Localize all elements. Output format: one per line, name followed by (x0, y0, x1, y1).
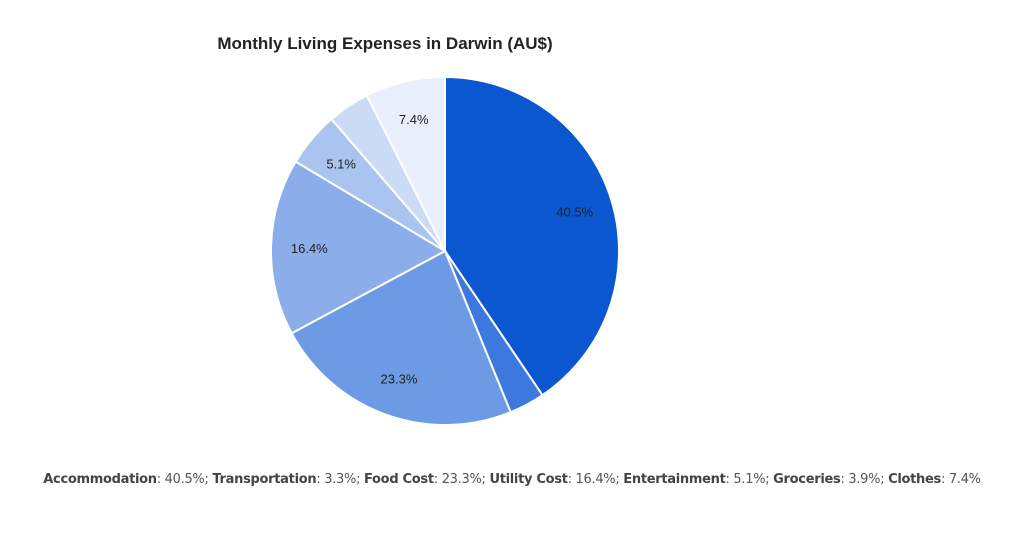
pie-slice-accommodation (444, 75, 620, 397)
caption-value: 5.1% (733, 472, 766, 487)
slice-label: 7.4% (399, 112, 429, 127)
caption-value: 40.5% (164, 472, 205, 487)
caption-value: 23.3% (441, 472, 482, 487)
chart-title: Monthly Living Expenses in Darwin (AU$) (217, 34, 552, 53)
caption-value: 3.3% (324, 472, 357, 487)
caption-label: Transportation (212, 472, 317, 487)
caption-label: Accommodation (43, 472, 157, 487)
caption-label: Groceries (773, 472, 841, 487)
caption-label: Clothes (888, 472, 941, 487)
caption-label: Utility Cost (489, 472, 568, 487)
caption-value: 7.4% (948, 472, 981, 487)
pie-slice-clothes (365, 75, 446, 252)
slice-label: 16.4% (291, 241, 328, 256)
caption-value: 16.4% (575, 472, 616, 487)
caption-value: 3.9% (848, 472, 881, 487)
caption-label: Food Cost (364, 472, 434, 487)
caption: Accommodation: 40.5%; Transportation: 3.… (43, 472, 981, 487)
caption-label: Entertainment (623, 472, 726, 487)
pie-slice-food-cost (290, 249, 512, 426)
pie-slice-utility-cost (270, 160, 448, 335)
slice-label: 40.5% (556, 204, 593, 219)
slice-label: 5.1% (326, 157, 356, 172)
slice-label: 23.3% (381, 372, 418, 387)
pie-chart: Monthly Living Expenses in Darwin (AU$) … (217, 34, 620, 426)
